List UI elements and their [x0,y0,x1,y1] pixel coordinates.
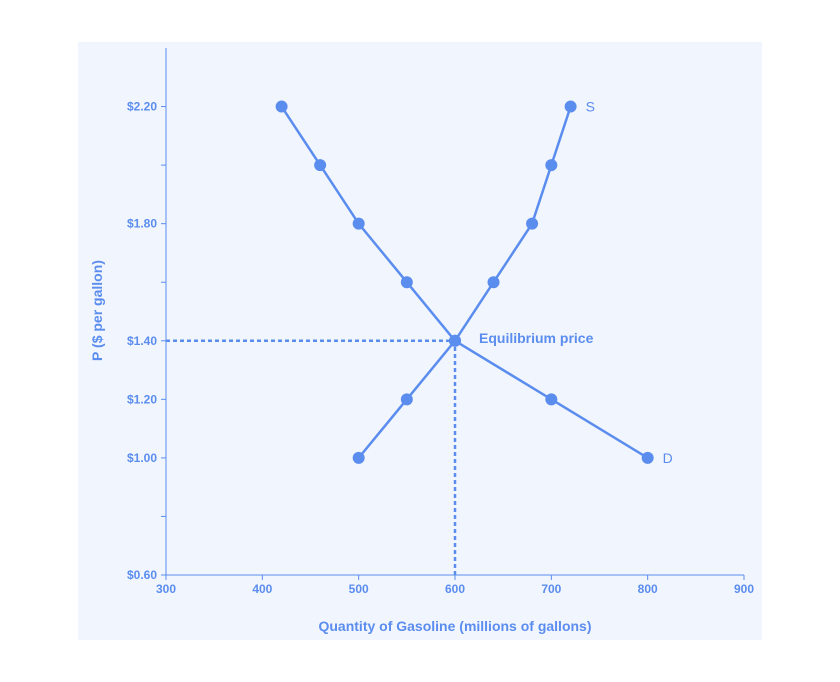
x-tick-label: 800 [638,582,658,596]
series-label-s: S [586,99,595,115]
data-point-s [400,393,413,406]
data-point-s [352,451,365,464]
x-tick-label: 700 [541,582,561,596]
y-tick-label: $1.80 [127,217,157,231]
data-point-d [352,217,365,230]
data-point-s [449,334,461,347]
y-tick-label: $0.60 [127,568,157,582]
y-tick-label: $1.40 [127,334,157,348]
y-tick-label: $2.20 [127,100,157,114]
data-point-d [545,393,558,406]
data-point-d [275,100,288,113]
x-tick-label: 900 [734,582,754,596]
y-axis-title: P ($ per gallon) [89,260,105,361]
data-point-d [314,159,327,172]
data-point-d [641,451,654,464]
equilibrium-price-annotation: Equilibrium price [479,330,594,346]
data-point-s [564,100,577,113]
data-point-s [526,217,539,230]
series-line-d [280,105,649,459]
x-tick-label: 300 [156,582,176,596]
x-tick-label: 500 [349,582,369,596]
x-tick-label: 400 [252,582,272,596]
data-point-d [400,276,413,289]
series-line-s [357,106,572,459]
x-axis-title: Quantity of Gasoline (millions of gallon… [318,618,591,634]
x-tick-label: 600 [445,582,465,596]
y-tick-label: $1.20 [127,392,157,406]
data-point-s [545,159,558,172]
data-point-s [487,276,500,289]
y-tick-label: $1.00 [127,451,157,465]
series-label-d: D [663,450,673,466]
